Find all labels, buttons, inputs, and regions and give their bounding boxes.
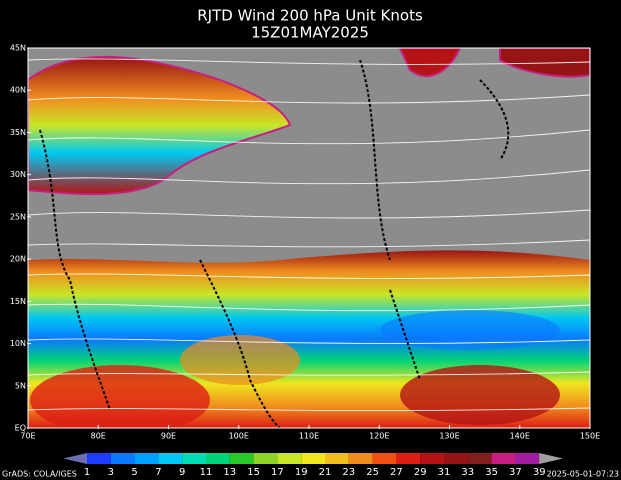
colorbar: 1 3 5 7 9 11 13 15 17 19 21 23 25 27 29 31 33 35 37 39	[63, 453, 563, 478]
colorbar-box	[348, 453, 373, 464]
lon-label: 70E	[20, 432, 35, 441]
colorbar-label: 3	[108, 467, 114, 478]
colorbar-label: 21	[319, 467, 332, 478]
lon-label: 130E	[439, 432, 459, 441]
lon-label: 100E	[229, 432, 249, 441]
lon-label: 90E	[161, 432, 176, 441]
colorbar-label: 25	[366, 467, 379, 478]
lon-label: 110E	[299, 432, 319, 441]
lat-label: 45N	[10, 44, 26, 53]
colorbar-label: 31	[438, 467, 451, 478]
colorbar-label: 19	[295, 467, 308, 478]
colorbar-box	[420, 453, 444, 464]
colorbar-box	[396, 453, 421, 464]
colorbar-box	[325, 453, 349, 464]
lat-label: 40N	[10, 86, 26, 95]
lat-label: 15N	[10, 297, 26, 306]
colorbar-label: 15	[247, 467, 260, 478]
lat-label: 5N	[15, 381, 26, 390]
colorbar-box	[277, 453, 302, 464]
lon-label: 150E	[580, 432, 600, 441]
colorbar-arrow	[63, 453, 87, 464]
colorbar-box	[229, 453, 254, 464]
colorbar-box	[515, 453, 540, 464]
colorbar-label: 23	[342, 467, 355, 478]
credit: GrADS: COLA/IGES	[2, 470, 77, 479]
map-field	[28, 48, 590, 428]
lat-label: 10N	[10, 339, 26, 348]
streamlines	[28, 58, 590, 412]
lat-label: 20N	[10, 255, 26, 264]
colorbar-label: 33	[461, 467, 474, 478]
colorbar-box	[158, 453, 183, 464]
colorbar-label: 5	[131, 467, 137, 478]
colorbar-label: 1	[84, 467, 90, 478]
field-blob	[380, 310, 560, 350]
colorbar-box	[206, 453, 230, 464]
colorbar-label: 11	[200, 467, 213, 478]
colorbar-label: 39	[533, 467, 546, 478]
field-blob	[30, 365, 210, 428]
colorbar-label: 35	[485, 467, 498, 478]
colorbar-label: 29	[414, 467, 427, 478]
colorbar-box	[467, 453, 492, 464]
lat-label: EQ	[15, 424, 26, 433]
colorbar-label: 17	[271, 467, 284, 478]
colorbar-box	[134, 453, 159, 464]
lat-label: 35N	[10, 128, 26, 137]
colorbar-label: 13	[223, 467, 236, 478]
title-line2: 15Z01MAY2025	[251, 24, 369, 42]
coastlines	[39, 59, 510, 428]
lon-label: 140E	[510, 432, 530, 441]
colorbar-box	[253, 453, 278, 464]
lat-label: 30N	[10, 170, 26, 179]
colorbar-label: 37	[509, 467, 522, 478]
lon-label: 80E	[91, 432, 106, 441]
colorbar-box	[87, 453, 111, 464]
lon-label: 120E	[369, 432, 389, 441]
colorbar-box	[301, 453, 325, 464]
colorbar-label: 27	[390, 467, 403, 478]
title-line1: RJTD Wind 200 hPa Unit Knots	[197, 7, 423, 25]
timestamp: 2025-05-01-07:23	[547, 470, 619, 479]
colorbar-box	[444, 453, 468, 464]
colorbar-label: 7	[155, 467, 161, 478]
jet-top	[398, 48, 462, 77]
colorbar-box	[491, 453, 516, 464]
colorbar-box	[110, 453, 135, 464]
colorbar-box	[372, 453, 397, 464]
colorbar-box	[182, 453, 206, 464]
field-blob	[180, 335, 300, 385]
lat-label: 25N	[10, 212, 26, 221]
colorbar-label: 9	[179, 467, 185, 478]
colorbar-arrow	[539, 453, 563, 464]
